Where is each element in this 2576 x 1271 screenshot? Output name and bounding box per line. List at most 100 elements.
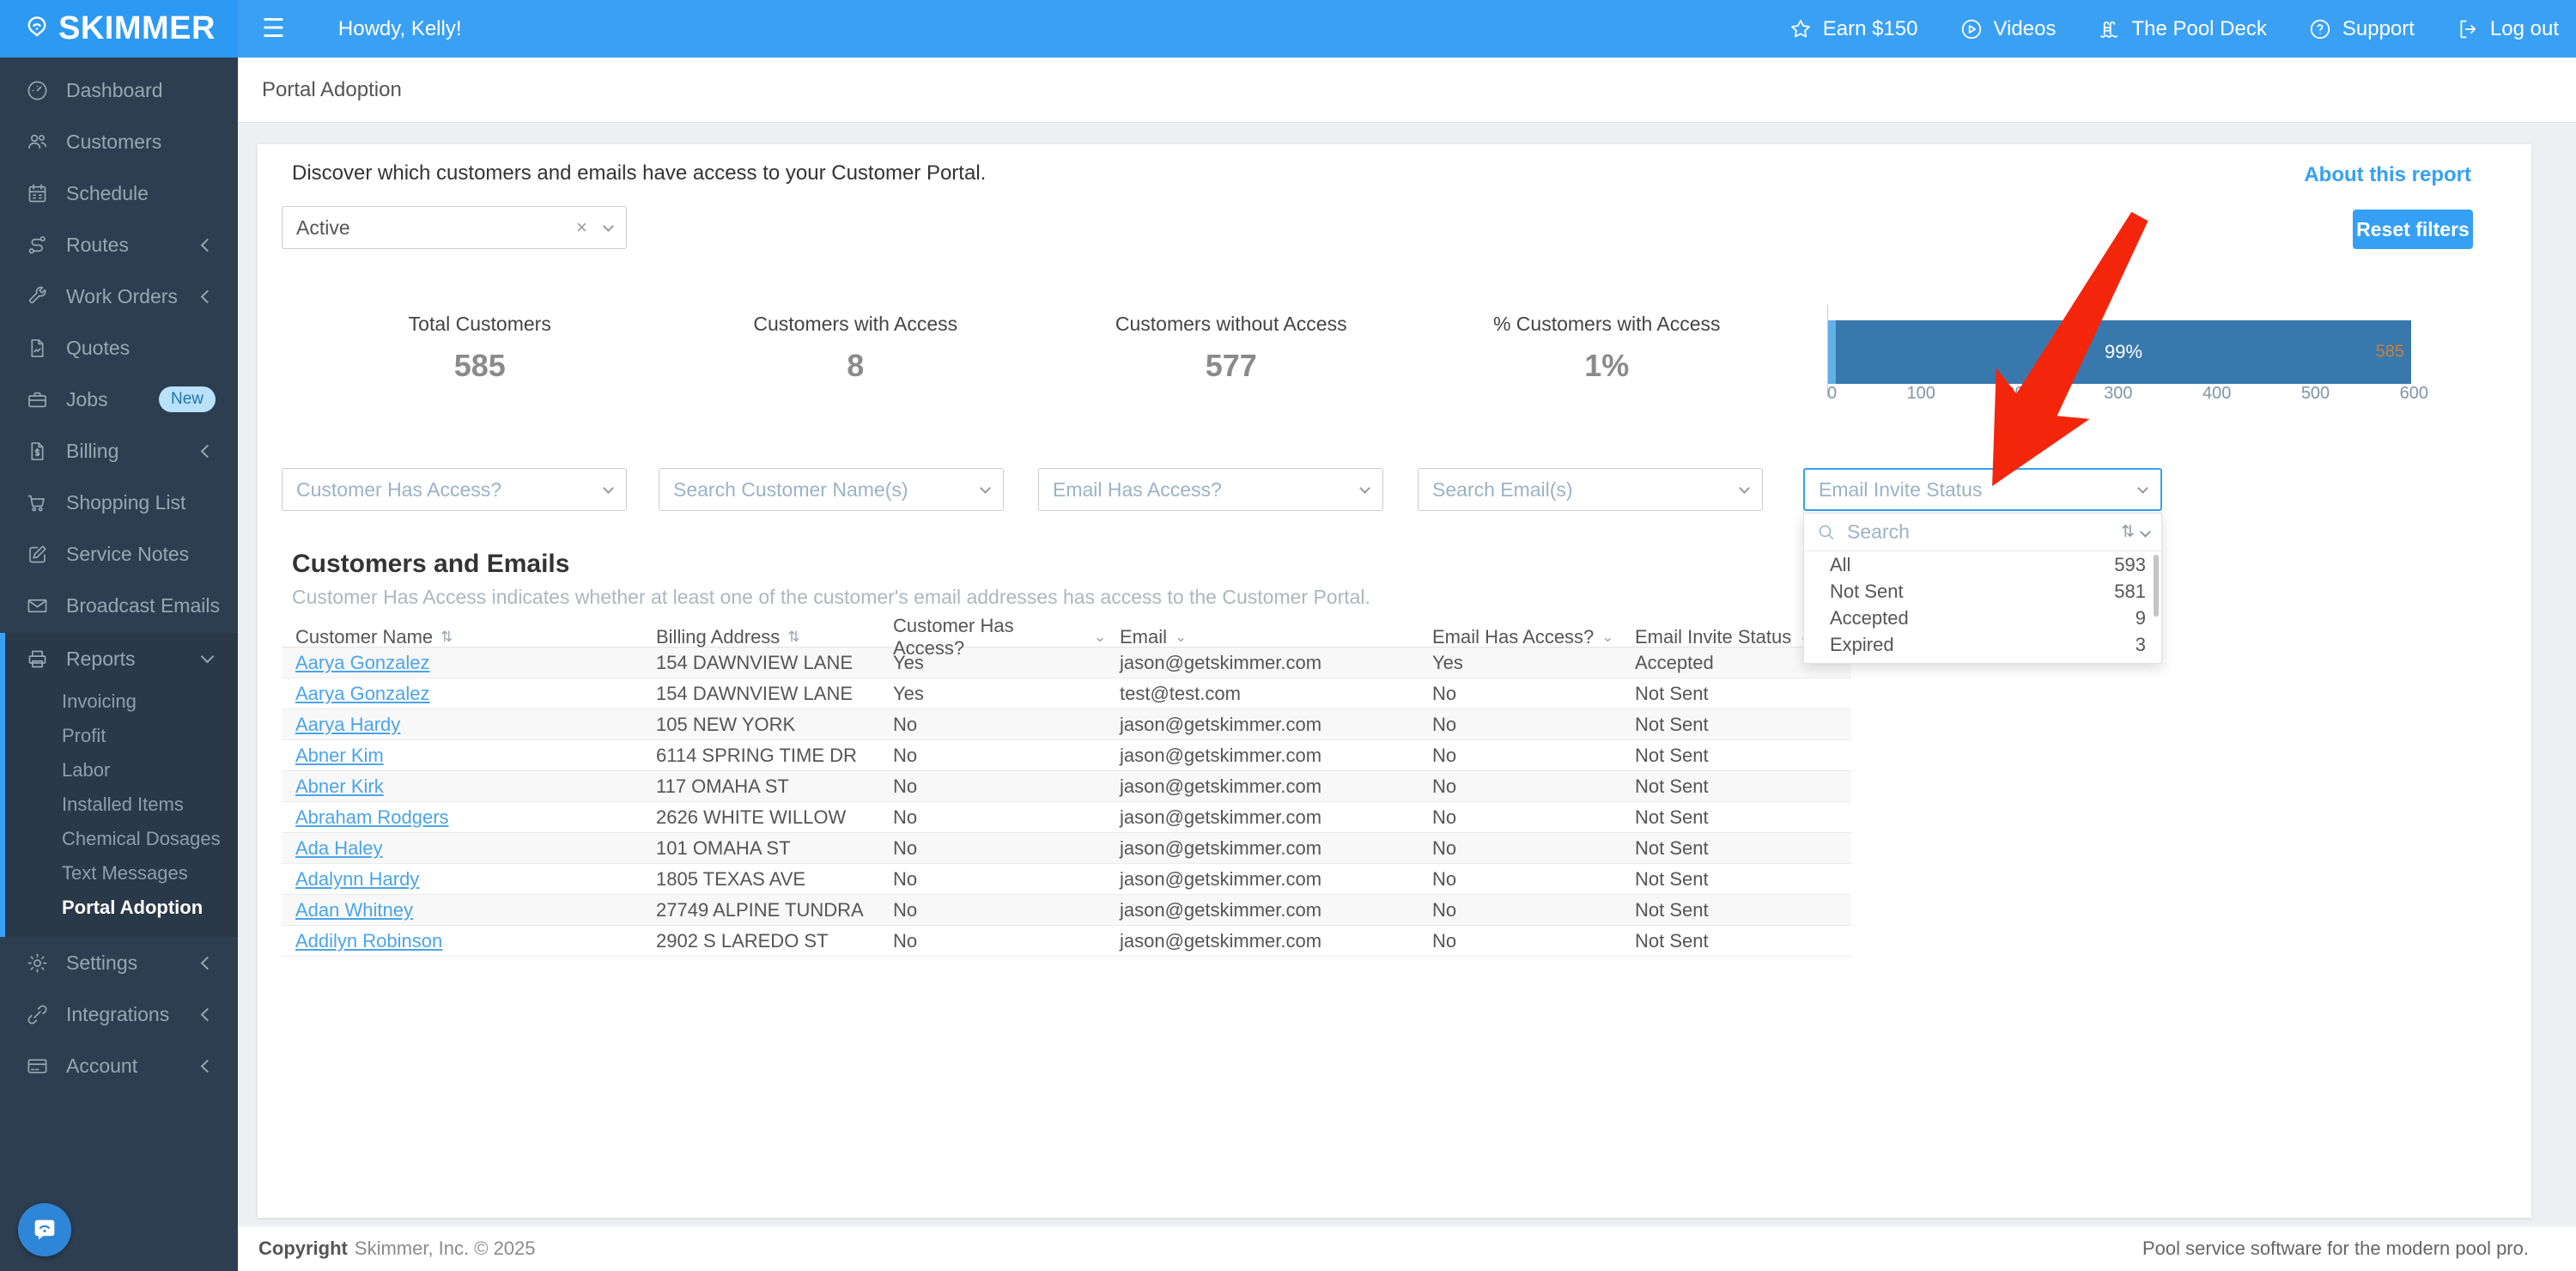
sidebar-report-subitem[interactable]: Profit xyxy=(62,725,106,746)
search-customer-names-filter[interactable]: Search Customer Name(s) xyxy=(659,468,1004,511)
sidebar-report-subitem[interactable]: Portal Adoption xyxy=(62,897,204,918)
email-invite-status-filter[interactable]: Email Invite Status xyxy=(1803,468,2162,511)
sidebar-report-subitem[interactable]: Text Messages xyxy=(62,862,188,884)
footer-tagline: Pool service software for the modern poo… xyxy=(2142,1238,2529,1259)
customer-access-cell: No xyxy=(893,806,918,828)
table-row: Aarya Hardy 105 NEW YORK No jason@getski… xyxy=(282,709,1851,740)
sidebar-item-billing[interactable]: Billing xyxy=(0,425,238,477)
customer-name-link[interactable]: Adan Whitney xyxy=(295,898,413,921)
stat-label: % Customers with Access xyxy=(1492,313,1721,335)
column-sort-icon[interactable]: ⌄ xyxy=(1175,629,1188,645)
sidebar-item-work-orders[interactable]: Work Orders xyxy=(0,271,238,322)
customer-name-link[interactable]: Adalynn Hardy xyxy=(295,867,420,890)
column-header[interactable]: Customer Name ⇅ xyxy=(295,626,453,648)
column-header[interactable]: Email Has Access? ⌄ xyxy=(1432,626,1614,648)
search-emails-filter[interactable]: Search Email(s) xyxy=(1418,468,1763,511)
pool-deck-link[interactable]: The Pool Deck xyxy=(2097,17,2267,41)
sidebar-item-dashboard[interactable]: Dashboard xyxy=(0,64,238,116)
email-cell: jason@getskimmer.com xyxy=(1120,867,1322,890)
customer-name-link[interactable]: Ada Haley xyxy=(295,836,383,859)
new-badge: New xyxy=(158,386,216,412)
app-logo[interactable]: SKIMMER xyxy=(0,0,238,58)
dropdown-search-input[interactable]: Search xyxy=(1847,520,1910,543)
invite-status-cell: Not Sent xyxy=(1635,898,1709,921)
top-bar: SKIMMER ☰ Howdy, Kelly! Earn $150 Videos… xyxy=(0,0,2576,58)
reset-filters-button[interactable]: Reset filters xyxy=(2353,210,2473,249)
column-sort-icon[interactable]: ⇅ xyxy=(787,629,800,645)
customer-has-access-filter[interactable]: Customer Has Access? xyxy=(282,468,627,511)
table-row: Aarya Gonzalez 154 DAWNVIEW LANE Yes tes… xyxy=(282,678,1851,709)
about-report-link[interactable]: About this report xyxy=(2304,163,2471,186)
hamburger-menu-icon[interactable]: ☰ xyxy=(262,14,285,43)
option-label: All xyxy=(1830,553,1851,575)
invite-status-cell: Not Sent xyxy=(1635,929,1709,952)
credit-card-icon xyxy=(26,1055,49,1078)
topbar-links: Earn $150 Videos The Pool Deck Support L… xyxy=(1789,17,2576,41)
sidebar-report-subitem[interactable]: Installed Items xyxy=(62,794,184,815)
dropdown-option[interactable]: Accepted 9 xyxy=(1804,605,2161,631)
sidebar-nav: Dashboard Customers Schedule Routes Work… xyxy=(0,58,238,1271)
customer-name-link[interactable]: Aarya Gonzalez xyxy=(295,651,430,673)
sidebar-item-customers[interactable]: Customers xyxy=(0,116,238,167)
sidebar-item-jobs[interactable]: Jobs New xyxy=(0,374,238,425)
customer-name-link[interactable]: Abner Kim xyxy=(295,744,384,766)
invite-status-cell: Not Sent xyxy=(1635,713,1709,735)
option-count: 9 xyxy=(2135,606,2146,629)
column-header[interactable]: Customer Has Access? ⌄ xyxy=(893,615,1106,659)
dropdown-option[interactable]: Expired 3 xyxy=(1804,631,2161,658)
customer-name-link[interactable]: Addilyn Robinson xyxy=(295,929,443,952)
column-header[interactable]: Email ⌄ xyxy=(1120,626,1188,648)
table-row: Adalynn Hardy 1805 TEXAS AVE No jason@ge… xyxy=(282,864,1851,895)
customer-name-link[interactable]: Aarya Hardy xyxy=(295,713,401,735)
email-has-access-filter[interactable]: Email Has Access? xyxy=(1038,468,1383,511)
table-title: Customers and Emails xyxy=(292,550,570,578)
column-sort-icon[interactable]: ⌄ xyxy=(1601,629,1614,645)
sidebar-item-routes[interactable]: Routes xyxy=(0,219,238,271)
sidebar-item-service-notes[interactable]: Service Notes xyxy=(0,528,238,580)
chat-widget-button[interactable] xyxy=(18,1203,71,1256)
clear-filter-icon[interactable]: × xyxy=(576,216,587,238)
x-tick-label: 200 xyxy=(2005,384,2034,403)
billing-address-cell: 2626 WHITE WILLOW xyxy=(656,806,847,828)
sidebar-report-subitem[interactable]: Chemical Dosages xyxy=(62,828,221,849)
sidebar-item-reports[interactable]: Reports xyxy=(5,633,238,684)
support-link[interactable]: Support xyxy=(2308,17,2415,41)
email-access-cell: Yes xyxy=(1432,651,1463,673)
dropdown-search-row: Search ⇅ xyxy=(1804,514,2161,551)
videos-link[interactable]: Videos xyxy=(1959,17,2056,41)
column-header[interactable]: Billing Address ⇅ xyxy=(656,626,800,648)
email-cell: jason@getskimmer.com xyxy=(1120,744,1322,766)
dropdown-option[interactable]: All 593 xyxy=(1804,551,2161,578)
sidebar-item-settings[interactable]: Settings xyxy=(0,937,238,988)
invite-status-cell: Not Sent xyxy=(1635,682,1709,704)
sidebar-item-shopping-list[interactable]: Shopping List xyxy=(0,477,238,528)
sidebar-item-schedule[interactable]: Schedule xyxy=(0,167,238,219)
dropdown-scrollbar[interactable] xyxy=(2154,555,2159,617)
table-row: Abner Kim 6114 SPRING TIME DR No jason@g… xyxy=(282,740,1851,771)
customer-access-cell: No xyxy=(893,867,918,890)
sidebar-item-integrations[interactable]: Integrations xyxy=(0,988,238,1040)
earn-reward-link[interactable]: Earn $150 xyxy=(1789,17,1918,41)
x-tick-label: 600 xyxy=(2399,384,2428,403)
copyright-label: Copyright xyxy=(258,1238,348,1259)
bar-percent-label: 99% xyxy=(2104,341,2143,362)
customer-name-link[interactable]: Abraham Rodgers xyxy=(295,806,449,828)
column-sort-icon[interactable]: ⇅ xyxy=(440,629,453,645)
page-title: Portal Adoption xyxy=(262,77,402,101)
column-header[interactable]: Email Invite Status ⌄ xyxy=(1621,626,1851,648)
logout-link[interactable]: Log out xyxy=(2456,17,2559,41)
sidebar-item-account[interactable]: Account xyxy=(0,1040,238,1092)
chevron-left-icon xyxy=(200,238,215,252)
sidebar-item-quotes[interactable]: Quotes xyxy=(0,322,238,374)
x-tick-label: 0 xyxy=(1827,384,1838,403)
column-sort-icon[interactable]: ⌄ xyxy=(1093,629,1106,645)
sidebar-report-subitem[interactable]: Labor xyxy=(62,759,111,781)
link-icon xyxy=(26,1003,49,1026)
status-filter-select[interactable]: Active × xyxy=(282,206,627,249)
customer-name-link[interactable]: Aarya Gonzalez xyxy=(295,682,430,704)
sidebar-report-subitem[interactable]: Invoicing xyxy=(62,690,137,712)
customer-name-link[interactable]: Abner Kirk xyxy=(295,775,384,797)
sort-order-icon[interactable]: ⇅ xyxy=(2121,522,2151,542)
sidebar-item-broadcast-emails[interactable]: Broadcast Emails xyxy=(0,580,238,631)
dropdown-option[interactable]: Not Sent 581 xyxy=(1804,578,2161,605)
